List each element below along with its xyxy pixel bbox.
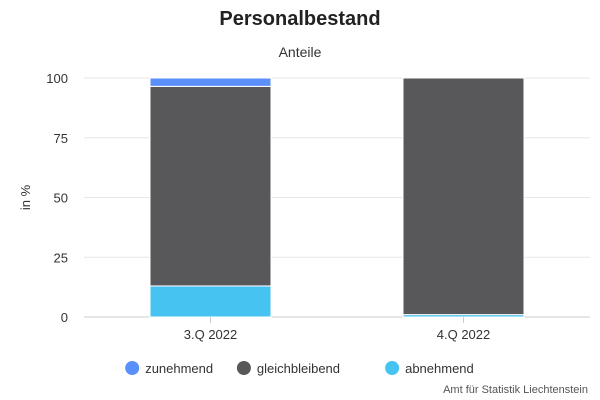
y-tick-label: 25 [54, 250, 68, 265]
legend-label: abnehmend [405, 361, 474, 376]
legend-marker [125, 361, 140, 375]
bar-segment [149, 85, 272, 287]
legend-marker [385, 361, 400, 375]
bar-segment [402, 77, 525, 316]
y-tick-label: 100 [46, 71, 68, 86]
y-tick-label: 75 [54, 131, 68, 146]
x-tick-label: 4.Q 2022 [437, 327, 491, 342]
source-credit: Amt für Statistik Liechtenstein [443, 384, 588, 396]
x-tick-label: 3.Q 2022 [184, 327, 238, 342]
legend-label: zunehmend [145, 361, 213, 376]
legend-marker [236, 361, 251, 375]
y-tick-label: 0 [61, 310, 68, 325]
y-tick-label: 50 [54, 191, 68, 206]
bar-segment [149, 285, 272, 318]
legend-label: gleichbleibend [257, 361, 340, 376]
bar-segment [149, 77, 272, 87]
chart-title: Personalbestand [219, 8, 381, 30]
y-axis-label: in % [18, 184, 33, 210]
chart-subtitle: Anteile [278, 44, 322, 60]
